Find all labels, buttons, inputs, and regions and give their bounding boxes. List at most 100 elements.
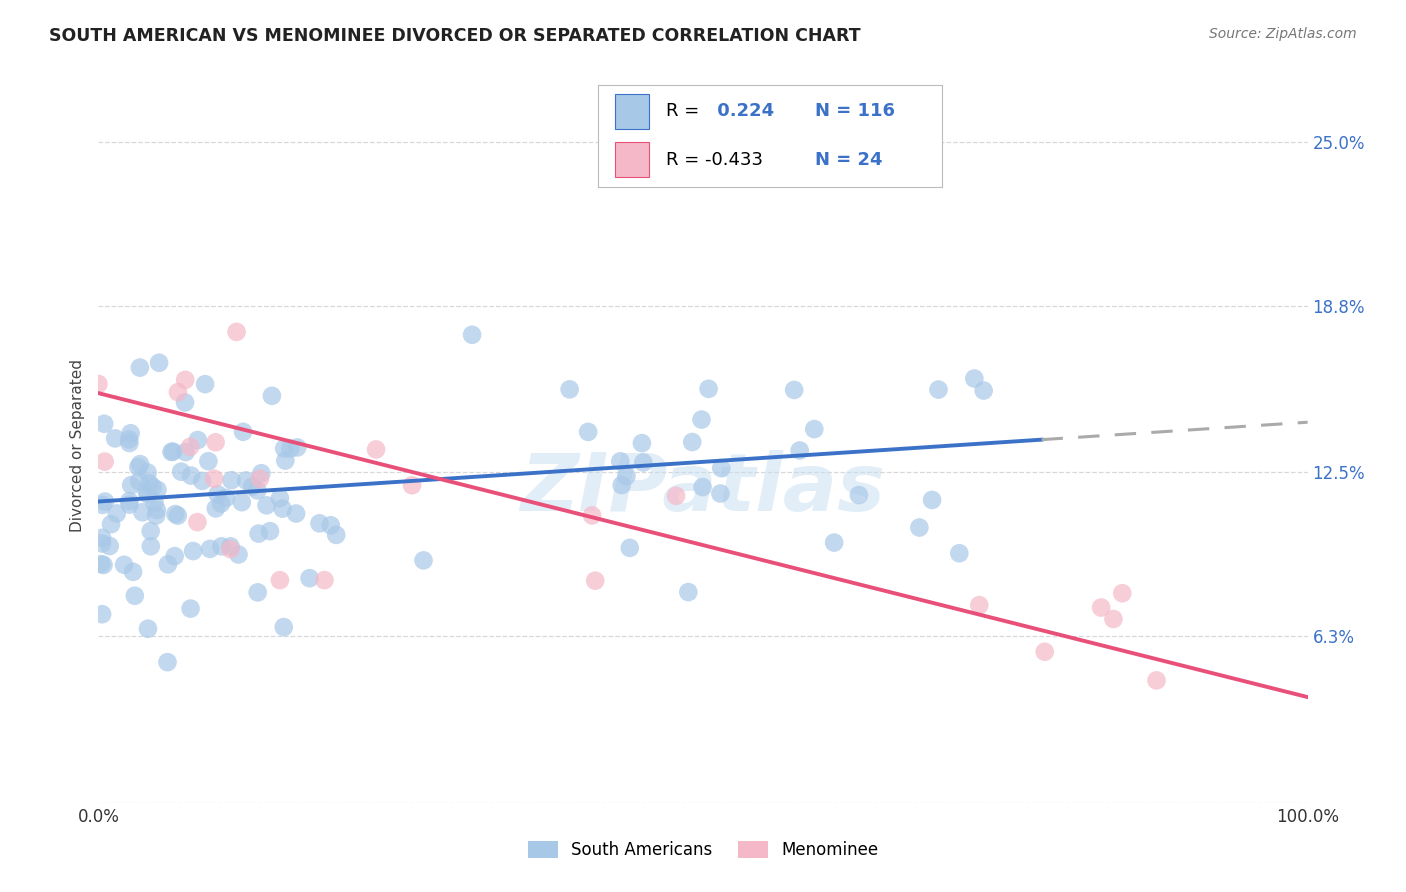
Point [118, 498, 141, 512]
Point [180, 601, 202, 615]
Text: Source: ZipAtlas.com: Source: ZipAtlas.com [1209, 27, 1357, 41]
Point [204, 501, 226, 516]
Point [160, 445, 183, 459]
Point [100, 517, 122, 532]
Point [692, 480, 714, 494]
Y-axis label: Divorced or Separated: Divorced or Separated [70, 359, 86, 533]
Point [91, 607, 114, 622]
Point [142, 480, 165, 494]
Point [225, 325, 247, 339]
Point [191, 474, 214, 488]
Point [616, 469, 638, 483]
Point [105, 507, 128, 521]
Point [308, 516, 330, 531]
Point [139, 524, 162, 538]
Point [93, 417, 115, 431]
Point [364, 442, 387, 457]
Point [247, 526, 270, 541]
Point [1146, 673, 1168, 688]
Point [921, 492, 943, 507]
Point [98, 539, 121, 553]
Point [131, 505, 153, 519]
Point [122, 565, 145, 579]
Point [240, 480, 263, 494]
FancyBboxPatch shape [614, 142, 650, 177]
Point [250, 467, 273, 481]
Point [246, 483, 269, 498]
Point [969, 598, 991, 612]
Point [273, 442, 295, 456]
Point [412, 553, 434, 567]
Point [209, 496, 232, 510]
Point [118, 433, 141, 447]
FancyBboxPatch shape [614, 94, 650, 128]
Point [146, 483, 169, 497]
Point [697, 382, 720, 396]
Point [136, 487, 159, 501]
Point [143, 496, 166, 510]
Point [269, 491, 291, 505]
Point [136, 622, 159, 636]
Text: N = 116: N = 116 [814, 103, 894, 120]
Point [124, 589, 146, 603]
Point [91, 536, 114, 550]
Point [120, 426, 142, 441]
Point [576, 425, 599, 439]
Point [180, 468, 202, 483]
Point [163, 549, 186, 563]
Point [631, 436, 654, 450]
Point [249, 472, 271, 486]
Text: R =: R = [666, 103, 706, 120]
Point [609, 454, 631, 468]
Point [128, 360, 150, 375]
Point [91, 498, 114, 512]
Point [271, 501, 294, 516]
Point [167, 385, 190, 400]
Point [401, 478, 423, 492]
Point [583, 574, 606, 588]
Point [927, 383, 949, 397]
Point [94, 494, 117, 508]
Point [145, 508, 167, 523]
Point [228, 548, 250, 562]
Point [135, 483, 157, 498]
Point [204, 435, 226, 450]
Point [823, 535, 845, 549]
Point [104, 431, 127, 445]
Point [269, 573, 291, 587]
Point [1033, 645, 1056, 659]
Text: N = 24: N = 24 [814, 151, 882, 169]
Point [215, 491, 238, 505]
Point [148, 356, 170, 370]
Text: ZIPatlas: ZIPatlas [520, 450, 886, 528]
Point [221, 473, 243, 487]
Point [197, 454, 219, 468]
Point [558, 382, 581, 396]
Point [156, 558, 179, 572]
Point [848, 488, 870, 502]
Point [232, 425, 254, 439]
Point [246, 585, 269, 599]
Point [162, 444, 184, 458]
Point [681, 435, 703, 450]
Point [156, 655, 179, 669]
Point [174, 445, 197, 459]
Point [194, 377, 217, 392]
Point [219, 540, 242, 554]
Point [690, 412, 713, 426]
Point [129, 457, 152, 471]
Point [146, 503, 169, 517]
Point [274, 453, 297, 467]
Point [174, 373, 197, 387]
Text: SOUTH AMERICAN VS MENOMINEE DIVORCED OR SEPARATED CORRELATION CHART: SOUTH AMERICAN VS MENOMINEE DIVORCED OR … [49, 27, 860, 45]
Point [235, 474, 257, 488]
Point [128, 475, 150, 489]
Point [170, 465, 193, 479]
Point [319, 518, 342, 533]
Point [581, 508, 603, 523]
Point [789, 443, 811, 458]
Point [963, 371, 986, 385]
Point [198, 541, 221, 556]
Point [633, 455, 655, 469]
Point [678, 585, 700, 599]
